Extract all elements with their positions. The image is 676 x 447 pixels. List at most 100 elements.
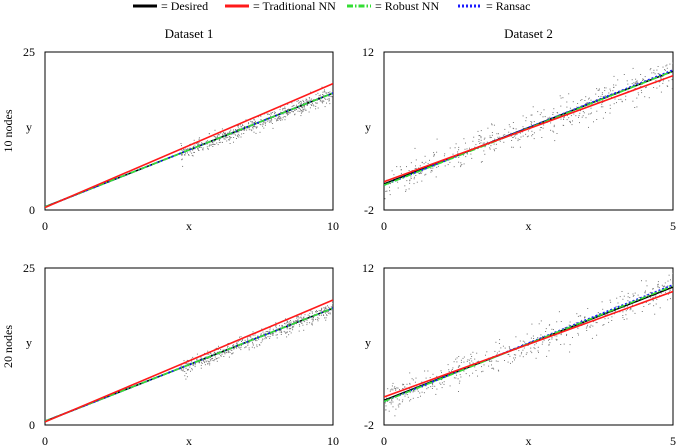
- scatter-point: [187, 369, 188, 371]
- scatter-point: [544, 116, 546, 118]
- scatter-point: [407, 396, 409, 398]
- scatter-point: [585, 117, 587, 119]
- scatter-point: [236, 342, 238, 344]
- scatter-point: [317, 92, 319, 94]
- scatter-point: [282, 117, 284, 119]
- scatter-point: [188, 154, 190, 156]
- scatter-point: [637, 294, 639, 296]
- scatter-point: [413, 183, 415, 185]
- scatter-point: [300, 316, 302, 318]
- scatter-point: [252, 344, 254, 346]
- scatter-point: [661, 75, 663, 77]
- scatter-point: [240, 136, 242, 138]
- scatter-point: [207, 357, 209, 359]
- scatter-point: [186, 369, 188, 371]
- scatter-point: [198, 150, 200, 151]
- scatter-point: [255, 340, 257, 342]
- scatter-point: [560, 344, 562, 345]
- scatter-point: [305, 98, 307, 100]
- scatter-point: [520, 353, 522, 355]
- scatter-point: [508, 124, 510, 126]
- scatter-point: [185, 148, 187, 150]
- scatter-point: [309, 99, 311, 101]
- scatter-point: [404, 395, 406, 397]
- scatter-point: [389, 194, 391, 196]
- scatter-point: [646, 294, 648, 296]
- scatter-point: [297, 110, 299, 112]
- scatter-point: [580, 315, 582, 317]
- scatter-point: [481, 371, 483, 373]
- scatter-point: [606, 313, 608, 315]
- series-line-traditional: [384, 74, 673, 183]
- scatter-point: [480, 130, 482, 132]
- scatter-point: [323, 314, 324, 316]
- scatter-point: [198, 144, 200, 146]
- scatter-point: [328, 306, 329, 308]
- scatter-point: [480, 142, 482, 144]
- scatter-point: [186, 363, 188, 365]
- scatter-point: [463, 356, 465, 358]
- scatter-point: [281, 332, 283, 334]
- scatter-point: [656, 87, 658, 89]
- scatter-point: [320, 314, 322, 316]
- scatter-point: [219, 139, 221, 141]
- scatter-point: [325, 98, 327, 100]
- scatter-point: [560, 321, 562, 322]
- scatter-point: [398, 406, 400, 408]
- scatter-point: [489, 360, 490, 362]
- x-tick-label-min: 0: [381, 219, 387, 233]
- scatter-point: [503, 141, 505, 143]
- scatter-point: [609, 88, 611, 90]
- scatter-point: [401, 401, 403, 403]
- scatter-point: [413, 176, 415, 178]
- scatter-point: [419, 172, 421, 174]
- scatter-point: [209, 362, 211, 364]
- scatter-point: [490, 137, 492, 138]
- scatter-point: [548, 343, 550, 345]
- scatter-point: [267, 114, 269, 115]
- scatter-point: [275, 325, 277, 327]
- scatter-point: [610, 90, 611, 92]
- scatter-point: [432, 383, 434, 384]
- scatter-point: [496, 133, 498, 135]
- scatter-point: [488, 365, 490, 367]
- scatter-point: [672, 62, 673, 64]
- scatter-point: [469, 147, 470, 149]
- scatter-point: [212, 359, 214, 361]
- scatter-point: [448, 369, 450, 371]
- scatter-point: [660, 292, 662, 294]
- scatter-point: [416, 389, 418, 391]
- scatter-point: [660, 91, 662, 93]
- scatter-point: [418, 167, 420, 169]
- scatter-point: [644, 87, 646, 89]
- scatter-point: [269, 331, 270, 333]
- scatter-point: [406, 180, 408, 182]
- scatter-point: [192, 365, 194, 366]
- scatter-point: [322, 91, 324, 93]
- scatter-point: [306, 99, 308, 101]
- scatter-point: [289, 323, 291, 324]
- scatter-point: [263, 127, 265, 129]
- scatter-point: [415, 175, 417, 176]
- scatter-point: [551, 337, 553, 339]
- scatter-point: [425, 173, 427, 175]
- scatter-point: [405, 190, 407, 192]
- scatter-point: [212, 143, 214, 145]
- scatter-point: [525, 353, 527, 355]
- scatter-point: [316, 310, 317, 312]
- scatter-point: [551, 338, 553, 340]
- scatter-point: [566, 334, 567, 336]
- scatter-point: [667, 86, 669, 87]
- scatter-point: [285, 318, 286, 320]
- scatter-point: [534, 344, 536, 346]
- scatter-point: [206, 353, 208, 355]
- scatter-point: [310, 310, 312, 312]
- scatter-point: [509, 126, 511, 128]
- scatter-point: [311, 311, 313, 313]
- scatter-point: [486, 351, 488, 353]
- scatter-point: [294, 114, 296, 116]
- scatter-point: [493, 143, 495, 145]
- scatter-point: [460, 376, 462, 378]
- scatter-point: [242, 338, 244, 340]
- scatter-point: [652, 288, 653, 290]
